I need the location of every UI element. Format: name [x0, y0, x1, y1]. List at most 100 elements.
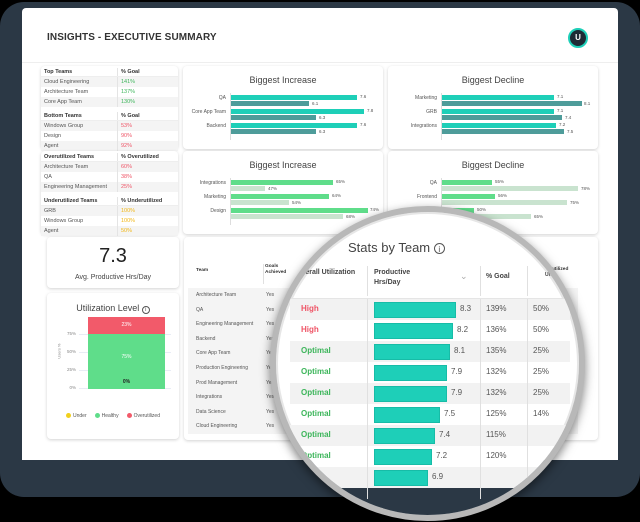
- bar-value: 7.5: [567, 129, 574, 134]
- col-header-underutilized[interactable]: Underutilized: [545, 272, 577, 278]
- bar-previous[interactable]: [231, 186, 265, 191]
- team-name: Agent: [44, 226, 118, 236]
- stats-title-text: Stats by Team: [348, 240, 431, 255]
- table-row[interactable]: Core App Team 130%: [41, 97, 178, 107]
- table-row[interactable]: GRB 100%: [41, 206, 178, 216]
- legend-item-under[interactable]: Under: [66, 413, 87, 419]
- table-row[interactable]: Agent 92%: [41, 141, 178, 151]
- table-row[interactable]: Architecture Team 137%: [41, 87, 178, 97]
- bar-label: Integrations: [199, 180, 226, 186]
- goal-value: 130%: [121, 99, 136, 105]
- table-row[interactable]: QA 38%: [41, 172, 178, 182]
- bar-current[interactable]: [231, 194, 329, 199]
- col-header-team[interactable]: Team: [196, 268, 209, 273]
- utilization-status: Optimal: [301, 367, 331, 376]
- team-name: Engineering Management: [44, 182, 118, 192]
- team-name: Architecture Team: [44, 162, 118, 172]
- team-name: Cloud Engineering: [44, 77, 118, 87]
- bar-previous[interactable]: [231, 101, 309, 106]
- bar-label: QA: [218, 95, 226, 101]
- table-row[interactable]: Agent 50%: [41, 226, 178, 236]
- table-row[interactable]: Optimal 8.1 135% 25%: [290, 341, 570, 362]
- bar-current[interactable]: [231, 123, 357, 128]
- hours-bar: [374, 365, 447, 381]
- table-row[interactable]: High 8.3 139% 50%: [290, 299, 570, 320]
- col-header-productive-hours[interactable]: Productive Hrs/Day: [374, 269, 411, 286]
- bar-current[interactable]: [231, 95, 357, 100]
- legend-item-healthy[interactable]: Healthy: [94, 413, 119, 419]
- bar-current[interactable]: [442, 180, 492, 185]
- table-row[interactable]: Windows Group 100%: [41, 216, 178, 226]
- bottom-teams-table: Bottom Teams% Goal Windows Group 53% Desi…: [41, 112, 178, 151]
- bar-value: 6.1: [312, 101, 319, 106]
- team-name: Prod Management: [196, 379, 238, 386]
- bar-value: 64%: [332, 193, 342, 198]
- bar-current[interactable]: [442, 123, 556, 128]
- utilization-status: Optimal: [301, 430, 331, 439]
- bar-label: Marketing: [415, 95, 437, 101]
- team-name: QA: [196, 306, 204, 313]
- utilization-stacked-bar[interactable]: 23% 75% 0%: [88, 317, 165, 389]
- sort-chevron-icon[interactable]: ⌄: [460, 271, 468, 281]
- bar-previous[interactable]: [231, 115, 316, 120]
- table-row[interactable]: Engineering Management 25%: [41, 182, 178, 192]
- bar-previous[interactable]: [442, 200, 567, 205]
- overutilized-segment[interactable]: 23%: [88, 317, 165, 334]
- bar-current[interactable]: [231, 180, 333, 185]
- col-header-utilization[interactable]: Overall Utilization: [296, 269, 356, 276]
- top-bar: INSIGHTS - EXECUTIVE SUMMARY U: [22, 8, 618, 63]
- table-row[interactable]: Optimal 7.2 120%: [290, 446, 570, 467]
- user-avatar[interactable]: U: [568, 28, 588, 48]
- hours-bar: [374, 470, 428, 486]
- goal-value: 132%: [486, 367, 507, 376]
- bar-current[interactable]: [442, 194, 495, 199]
- table-row[interactable]: Optimal 7.9 132% 25%: [290, 362, 570, 383]
- hours-value: 7.4: [439, 430, 451, 439]
- bar-current[interactable]: [442, 109, 554, 114]
- bar-current[interactable]: [231, 208, 368, 213]
- bar-previous[interactable]: [442, 186, 578, 191]
- bar-previous[interactable]: [231, 129, 316, 134]
- table-row[interactable]: High 8.2 136% 50%: [290, 320, 570, 341]
- table-row[interactable]: Windows Group 53%: [41, 121, 178, 131]
- table-row[interactable]: Optimal 7.5 125% 14%: [290, 404, 570, 425]
- bar-current[interactable]: [231, 109, 364, 114]
- table-row[interactable]: 6.9: [290, 467, 570, 488]
- table-row[interactable]: Design 90%: [41, 131, 178, 141]
- bar-current[interactable]: [442, 95, 554, 100]
- table-row[interactable]: Optimal 7.9 132% 25%: [290, 383, 570, 404]
- avg-productive-hours-card: 7.3 Avg. Productive Hrs/Day: [47, 237, 179, 288]
- dot-icon: [126, 413, 132, 419]
- info-icon[interactable]: i: [141, 306, 150, 314]
- dot-icon: [94, 413, 100, 419]
- goal-value: 132%: [486, 388, 507, 397]
- bar-label: QA: [429, 180, 437, 186]
- col-header: % Goal: [121, 69, 140, 75]
- chart-title: Biggest Increase: [249, 75, 317, 85]
- bar-value: 6.3: [319, 115, 326, 120]
- table-row[interactable]: Cloud Engineering 141%: [41, 77, 178, 87]
- col-header-goal[interactable]: % Goal: [486, 273, 510, 280]
- legend-label: Healthy: [101, 413, 119, 419]
- col-header-goals[interactable]: Goals Achieved: [265, 264, 287, 275]
- bar-previous[interactable]: [442, 129, 564, 134]
- bar-previous[interactable]: [231, 200, 289, 205]
- goal-value: 90%: [121, 133, 133, 139]
- goals-achieved: Yes: [266, 321, 275, 328]
- bar-previous[interactable]: [442, 115, 562, 120]
- kpi-label: Avg. Productive Hrs/Day: [74, 274, 152, 281]
- healthy-segment[interactable]: 75%: [88, 334, 165, 389]
- chart-title: Biggest Decline: [461, 75, 525, 85]
- legend-item-overutilized[interactable]: Overutilized: [126, 413, 160, 419]
- table-row[interactable]: Architecture Team 60%: [41, 162, 178, 172]
- utilization-status: Optimal: [301, 388, 331, 397]
- table-row[interactable]: Optimal 7.4 115%: [290, 425, 570, 446]
- bar-previous[interactable]: [442, 101, 582, 106]
- col-header: % Goal: [121, 113, 140, 119]
- bar-previous[interactable]: [231, 214, 343, 219]
- y-tick: 25%: [66, 367, 76, 372]
- goal-value: 125%: [486, 409, 507, 418]
- chart-title: Biggest Increase: [249, 160, 317, 170]
- info-icon[interactable]: i: [433, 243, 445, 254]
- goal-value: 135%: [486, 346, 507, 355]
